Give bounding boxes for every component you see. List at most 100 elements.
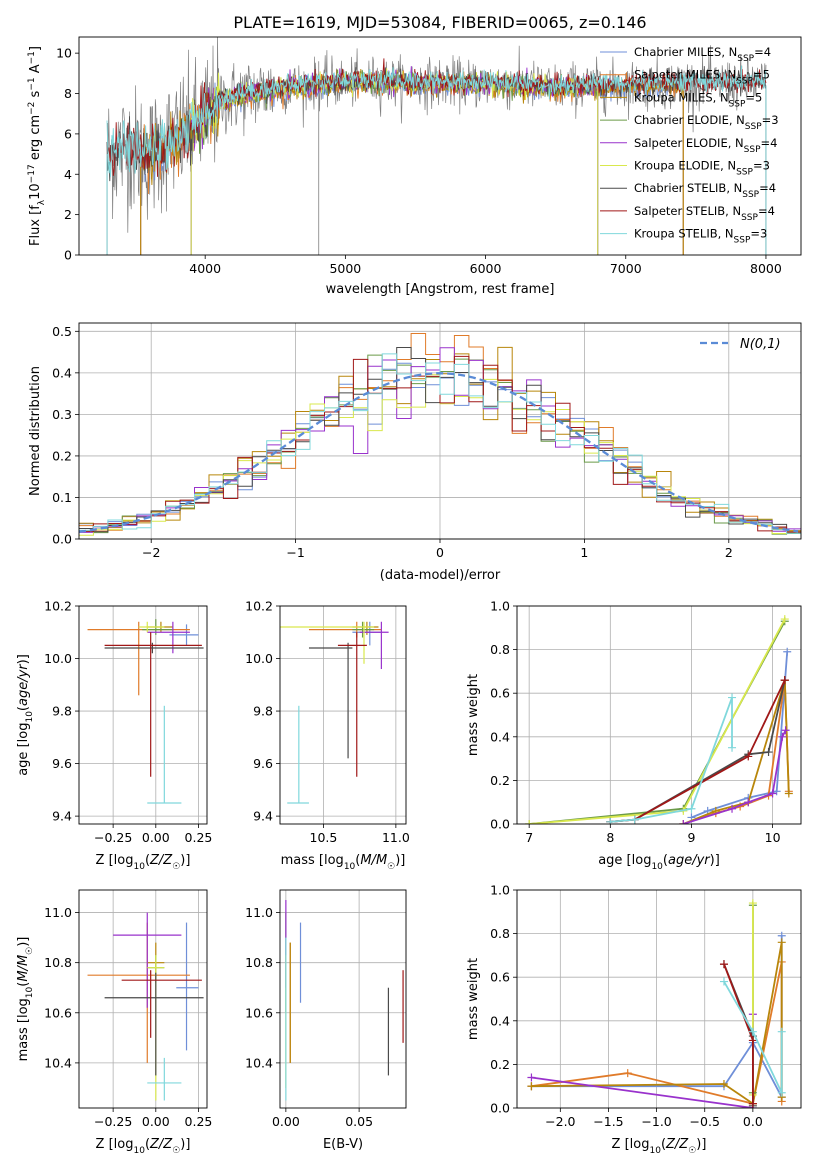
massweight_vs_age-lines — [525, 615, 793, 824]
x-tick-label: 5000 — [329, 261, 361, 276]
y-tick-label: 0.4 — [490, 729, 510, 744]
x-tick-label: 8 — [606, 830, 614, 845]
y-tick-label: 11.0 — [44, 905, 72, 920]
mass-weight-marker — [778, 732, 787, 741]
mass-weight-marker — [623, 1069, 632, 1078]
y-axis-label: mass [log10(M/M☉)] — [16, 937, 35, 1062]
y-axis-label: Normed distribution — [28, 366, 43, 496]
x-tick-label: 0 — [436, 545, 444, 560]
mass_vs_Z-axes: −0.25 0.00 0.25 10.4 10.6 10.8 11.0 — [44, 890, 212, 1129]
mass-weight-marker — [527, 1082, 536, 1091]
histogram-series — [79, 347, 801, 533]
x-tick-label: 10.5 — [310, 830, 338, 845]
y-tick-label: 10.2 — [245, 599, 273, 614]
spectrum-model-line — [190, 66, 599, 151]
y-tick-label: 9.6 — [253, 756, 273, 771]
y-tick-label: 8 — [64, 86, 72, 101]
x-tick-label: −2 — [142, 545, 160, 560]
mass-weight-marker — [764, 748, 773, 757]
mass-weight-marker — [772, 787, 781, 796]
x-tick-label: 10 — [765, 830, 781, 845]
x-axis-label: Z [log10(Z/Z☉)] — [612, 1137, 707, 1156]
gaussian-curve — [79, 372, 799, 533]
mass-weight-marker — [719, 960, 728, 969]
legend-entry: Chabrier STELIB, NSSP=4 — [634, 181, 776, 200]
age_vs_mass-errorbars — [280, 621, 389, 804]
x-tick-label: 0.00 — [142, 830, 170, 845]
spectrum-axes: 4000 5000 6000 7000 8000 0 2 4 6 8 10 — [56, 46, 782, 276]
x-tick-label: −1 — [286, 545, 304, 560]
y-tick-label: 9.8 — [253, 704, 273, 719]
x-tick-label: −0.25 — [94, 1114, 132, 1129]
y-tick-label: 10.8 — [44, 955, 72, 970]
legend-entry: N(0,1) — [740, 337, 781, 352]
y-tick-label: 4 — [64, 167, 72, 182]
x-tick-label: −1.0 — [641, 1114, 671, 1129]
y-tick-label: 0 — [64, 248, 72, 263]
y-tick-label: 9.8 — [52, 704, 72, 719]
x-tick-label: 0.05 — [345, 1114, 373, 1129]
axes-frame — [78, 36, 802, 256]
x-tick-label: −1.5 — [593, 1114, 623, 1129]
age_vs_Z-errorbars — [87, 619, 204, 804]
axes-frame — [78, 605, 208, 825]
mass_vs_ebv-axes: 0.00 0.05 10.4 10.6 10.8 11.0 — [245, 890, 406, 1129]
massweight_vs_age-axes: 7 8 9 10 0.0 0.2 0.4 0.6 0.8 1.0 — [490, 599, 801, 845]
legend-entry: Salpeter STELIB, NSSP=4 — [634, 204, 775, 223]
y-tick-label: 0.3 — [52, 407, 72, 422]
mass-weight-marker — [728, 693, 737, 702]
x-tick-label: 9 — [687, 830, 695, 845]
mass-weight-marker — [687, 804, 696, 813]
y-tick-label: 10.4 — [245, 1055, 273, 1070]
y-tick-label: 10.0 — [245, 651, 273, 666]
histogram-steps — [79, 333, 801, 536]
y-tick-label: 10.0 — [44, 651, 72, 666]
y-tick-label: 0.0 — [490, 1101, 510, 1116]
x-axis-label: Z [log10(Z/Z☉)] — [96, 1137, 191, 1156]
age_vs_Z-axes: −0.25 0.00 0.25 9.4 9.6 9.8 10.0 10.2 — [44, 599, 212, 846]
mass-weight-line — [610, 679, 786, 823]
mass-weight-marker — [630, 815, 639, 824]
x-axis-label: Z [log10(Z/Z☉)] — [96, 853, 191, 872]
x-tick-label: 0.0 — [743, 1114, 763, 1129]
x-tick-label: 0.00 — [272, 1114, 300, 1129]
x-tick-label: 0.00 — [142, 1114, 170, 1129]
y-tick-label: 0.6 — [490, 686, 510, 701]
mass-weight-marker — [783, 647, 792, 656]
y-tick-label: 6 — [64, 126, 72, 141]
mass-weight-marker — [527, 1073, 536, 1082]
mass-weight-marker — [777, 1027, 786, 1036]
mass_vs_Z-errorbars — [87, 912, 204, 1101]
y-tick-label: 1.0 — [490, 883, 510, 898]
x-tick-label: 6000 — [470, 261, 502, 276]
x-tick-label: 4000 — [189, 261, 221, 276]
y-tick-label: 0.4 — [490, 1013, 510, 1028]
spectrum-lines — [106, 37, 767, 255]
massweight_vs_Z-axes: −2.0 −1.5 −1.0 −0.5 0.0 0.0 0.2 0.4 0.6 0.8 1.0 — [490, 883, 801, 1129]
mass-weight-line — [531, 1014, 754, 1108]
mass-weight-marker — [728, 743, 737, 752]
y-tick-label: 2 — [64, 207, 72, 222]
legend-entry: Salpeter ELODIE, NSSP=4 — [634, 136, 777, 155]
y-tick-label: 9.4 — [253, 809, 273, 824]
y-tick-label: 0.6 — [490, 970, 510, 985]
mass-weight-line — [723, 963, 754, 1106]
x-tick-label: −0.25 — [94, 830, 132, 845]
legend-entry: Kroupa MILES, NSSP=5 — [634, 90, 762, 109]
y-tick-label: 0.8 — [490, 642, 510, 657]
axes-frame — [78, 322, 802, 540]
mass-weight-marker — [777, 938, 786, 947]
axes-frame — [279, 889, 407, 1109]
massweight_vs_Z-lines — [527, 899, 786, 1108]
spectrum-legend: Chabrier MILES, NSSP=4 Salpeter MILES, NS… — [600, 45, 779, 246]
x-tick-label: 11.0 — [382, 830, 410, 845]
y-tick-label: 0.2 — [490, 773, 510, 788]
y-tick-label: 0.4 — [52, 365, 72, 380]
histogram-series — [79, 353, 801, 534]
x-axis-label: wavelength [Angstrom, rest frame] — [326, 282, 555, 297]
legend-entry: Kroupa STELIB, NSSP=3 — [634, 227, 767, 246]
x-tick-label: 8000 — [750, 261, 782, 276]
mass-weight-marker — [768, 789, 777, 798]
mass-weight-marker — [748, 1027, 757, 1036]
